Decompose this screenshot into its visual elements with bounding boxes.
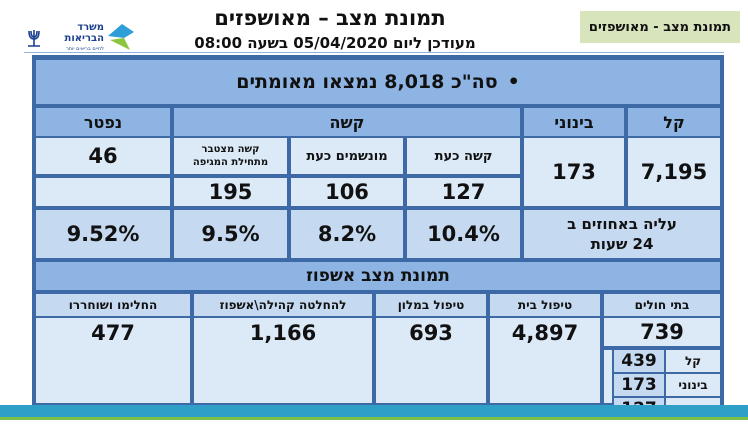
dead-value: 46 [36, 138, 170, 174]
header-recovered: החלימו ושוחררו [36, 294, 190, 316]
header-hotel-care: טיפול במלון [376, 294, 486, 316]
subheader-severe-now: קשה כעת [407, 138, 520, 174]
community-decision-value: 1,166 [249, 321, 317, 345]
recovered-cell [36, 318, 190, 403]
bottom-strip-accent [0, 417, 748, 420]
page-subtitle: מעודכן ליום 05/04/2020 בשעה 08:00 [194, 34, 476, 52]
community-decision-cell [194, 318, 372, 403]
rise-ventilated-now: 8.2% [291, 210, 403, 258]
page-title: תמונת מצב – מאושפזים [214, 6, 446, 30]
ministry-logo: משרד הבריאות לחיים בריאים יותר [26, 20, 136, 58]
mild-value: 7,195 [628, 138, 720, 206]
dead-empty-cell [36, 178, 170, 206]
rise-severe-now: 10.4% [407, 210, 520, 258]
total-banner: • סה"כ 8,018 נמצאו מאומתים [36, 60, 720, 104]
header-moderate: בינוני [524, 108, 624, 136]
menorah-icon [26, 26, 42, 50]
logo-line-1: משרד [77, 22, 104, 33]
section-tag: תמונת מצב - מאושפזים [580, 11, 740, 43]
home-care-cell [490, 318, 600, 403]
header-divider [24, 52, 724, 53]
hospitalization-title: תמונת מצב אשפוז [36, 262, 720, 290]
rise-severe-cumulative: 9.5% [174, 210, 287, 258]
header-home-care: טיפול בית [490, 294, 600, 316]
header-severe: קשה [174, 108, 520, 136]
header-mild: קל [628, 108, 720, 136]
subheader-ventilated-now: מונשמים כעת [291, 138, 403, 174]
moderate-value: 173 [524, 138, 624, 206]
breakdown-label-mild: קל [666, 350, 720, 372]
total-confirmed-text: סה"כ 8,018 נמצאו מאומתים [236, 71, 498, 93]
header-hospitals: בתי חולים [604, 294, 720, 316]
logo-line-2: הבריאות [64, 33, 104, 44]
hospitals-left-gap [604, 350, 612, 403]
ventilated-now-value: 106 [291, 178, 403, 206]
bullet-icon: • [507, 71, 520, 93]
header-community-decision: להחלטה קהילה\אשפוז [194, 294, 372, 316]
logo-line-3: לחיים בריאים יותר [65, 46, 104, 52]
logo-mark-icon [108, 24, 134, 50]
hotel-care-cell [376, 318, 486, 403]
breakdown-value-mild: 439 [614, 350, 664, 372]
breakdown-label-moderate: בינוני [666, 374, 720, 396]
severe-now-value: 127 [407, 178, 520, 206]
breakdown-value-moderate: 173 [614, 374, 664, 396]
hospitals-value: 739 [604, 318, 720, 346]
rise-dead: 9.52% [36, 210, 170, 258]
recovered-value: 477 [91, 321, 135, 345]
subheader-severe-cumulative: קשה מצטבר מתחילת המגיפה [174, 138, 287, 174]
bottom-strip [0, 405, 748, 417]
hotel-care-value: 693 [409, 321, 453, 345]
rise-label: עליה באחוזים ב 24 שעות [524, 210, 720, 258]
home-care-value: 4,897 [511, 321, 579, 345]
severe-cumulative-value: 195 [174, 178, 287, 206]
header-dead: נפטר [36, 108, 170, 136]
